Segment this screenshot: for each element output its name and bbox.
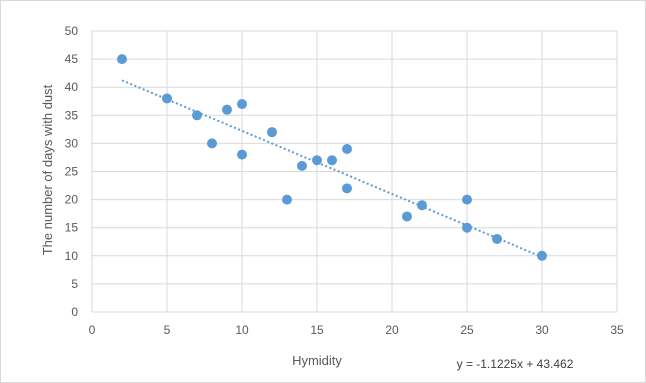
data-point	[237, 99, 247, 110]
data-point	[192, 110, 202, 121]
trendline-group	[121, 79, 543, 258]
data-point	[237, 149, 247, 160]
y-tick-label: 20	[65, 193, 79, 207]
y-axis-title: The number of days with dust	[40, 84, 55, 255]
x-tick-label: 20	[385, 323, 399, 337]
data-point	[342, 183, 352, 194]
y-tick-label: 25	[65, 165, 79, 179]
x-tick-label: 0	[89, 323, 96, 337]
y-tick-label: 5	[71, 277, 78, 291]
data-point	[117, 54, 127, 65]
data-point	[312, 155, 322, 166]
trendline-equation: y = -1.1225x + 43.462	[457, 357, 574, 371]
data-point	[417, 200, 427, 211]
data-points	[117, 54, 547, 261]
x-tick-label: 35	[610, 323, 624, 337]
y-tick-label: 30	[65, 136, 79, 150]
x-tick-label: 5	[164, 323, 171, 337]
y-tick-label: 15	[65, 221, 79, 235]
data-point	[342, 144, 352, 155]
y-tick-label: 0	[71, 305, 78, 319]
x-axis-title: Hymidity	[292, 353, 342, 368]
x-tick-label: 30	[535, 323, 549, 337]
y-tick-label: 35	[65, 108, 79, 122]
y-tick-label: 10	[65, 249, 79, 263]
data-point	[267, 127, 277, 138]
x-tick-label: 10	[235, 323, 249, 337]
data-point	[207, 138, 217, 149]
data-point	[492, 233, 502, 244]
x-tick-label: 15	[310, 323, 324, 337]
data-point	[537, 250, 547, 261]
data-point	[402, 211, 412, 222]
data-point	[222, 104, 232, 115]
data-point	[282, 194, 292, 205]
data-point	[297, 160, 307, 171]
y-tick-label: 50	[65, 24, 79, 38]
data-point	[462, 194, 472, 205]
data-point	[327, 155, 337, 166]
data-point	[462, 222, 472, 233]
trendline	[121, 79, 543, 258]
x-tick-labels: 0 5 10 15 20 25 30 35	[89, 323, 624, 337]
grid-lines	[91, 30, 618, 313]
y-tick-label: 40	[65, 80, 79, 94]
x-tick-label: 25	[460, 323, 474, 337]
data-point	[162, 93, 172, 104]
y-tick-labels: 0 5 10 15 20 25 30 35 40 45 50	[65, 24, 79, 319]
y-tick-label: 45	[65, 52, 79, 66]
